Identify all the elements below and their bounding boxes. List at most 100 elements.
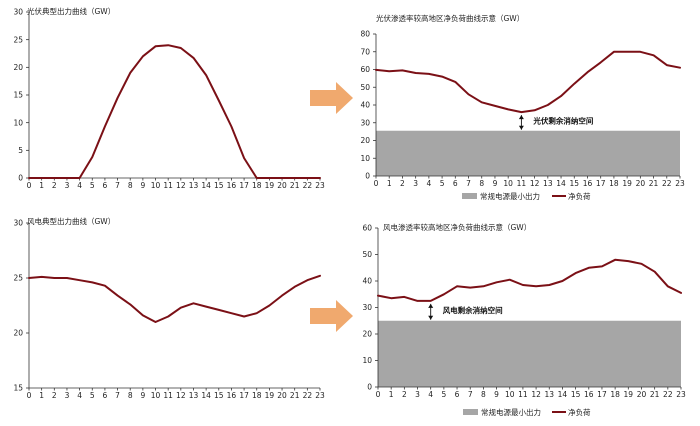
x-tick-label: 19	[624, 390, 634, 399]
x-tick-label: 6	[103, 391, 108, 400]
min-output-area	[378, 320, 681, 387]
x-tick-label: 19	[265, 391, 275, 400]
x-tick-label: 2	[402, 390, 407, 399]
y-tick-label: 40	[360, 101, 370, 110]
min-output-area	[376, 130, 680, 176]
x-tick-label: 15	[214, 391, 224, 400]
x-tick-label: 22	[663, 390, 673, 399]
x-tick-label: 21	[290, 391, 300, 400]
x-tick-label: 23	[315, 391, 325, 400]
x-tick-label: 13	[543, 179, 553, 188]
x-tick-label: 17	[596, 179, 606, 188]
y-tick-label: 20	[13, 329, 23, 338]
x-tick-label: 6	[455, 390, 460, 399]
x-tick-label: 12	[531, 390, 541, 399]
x-tick-label: 8	[479, 179, 484, 188]
x-tick-label: 1	[389, 390, 394, 399]
x-tick-label: 21	[650, 390, 660, 399]
x-tick-label: 10	[151, 391, 161, 400]
y-tick-label: 0	[18, 174, 23, 183]
x-tick-label: 10	[505, 390, 515, 399]
x-tick-label: 11	[163, 181, 173, 190]
x-tick-label: 2	[52, 181, 57, 190]
y-tick-label: 10	[362, 356, 372, 365]
x-tick-label: 7	[468, 390, 473, 399]
y-tick-label: 70	[360, 47, 370, 56]
x-tick-label: 3	[65, 391, 70, 400]
legend-label-min-output: 常规电源最小出力	[480, 191, 540, 201]
legend-label-min-output: 常规电源最小出力	[481, 407, 541, 417]
x-tick-label: 18	[609, 179, 619, 188]
x-tick-label: 0	[376, 390, 381, 399]
x-tick-label: 14	[556, 179, 566, 188]
arrow-down-icon	[428, 315, 434, 320]
x-tick-label: 20	[277, 391, 287, 400]
x-tick-label: 17	[239, 391, 249, 400]
x-tick-label: 7	[115, 391, 120, 400]
pv-output-title: 光伏典型出力曲线（GW）	[27, 6, 115, 16]
arrow-right-icon	[310, 82, 353, 114]
y-tick-label: 0	[367, 383, 372, 392]
x-tick-label: 7	[466, 179, 471, 188]
wind-net-load-title: 风电渗透率较高地区净负荷曲线示意（GW）	[383, 222, 531, 232]
x-tick-label: 3	[413, 179, 418, 188]
legend-label-net-load: 净负荷	[568, 407, 591, 417]
x-tick-label: 12	[176, 181, 186, 190]
x-tick-label: 14	[201, 391, 211, 400]
x-tick-label: 19	[622, 179, 632, 188]
x-tick-label: 20	[636, 179, 646, 188]
series-line	[377, 258, 682, 302]
x-tick-label: 1	[39, 391, 44, 400]
y-tick-label: 50	[360, 83, 370, 92]
x-tick-label: 21	[290, 181, 300, 190]
x-tick-label: 16	[227, 391, 237, 400]
y-tick-label: 5	[18, 146, 23, 155]
x-tick-label: 0	[374, 179, 379, 188]
wind-net-load-legend: 常规电源最小出力 净负荷	[463, 407, 591, 417]
x-tick-label: 4	[428, 390, 433, 399]
x-tick-label: 12	[176, 391, 186, 400]
x-tick-label: 23	[315, 181, 325, 190]
x-tick-label: 2	[400, 179, 405, 188]
x-tick-label: 23	[676, 390, 686, 399]
x-tick-label: 5	[441, 390, 446, 399]
y-tick-label: 20	[360, 136, 370, 145]
x-tick-label: 4	[77, 181, 82, 190]
x-tick-label: 6	[103, 181, 108, 190]
x-tick-label: 3	[415, 390, 420, 399]
annotation-label: 光伏剩余消纳空间	[532, 115, 593, 125]
x-tick-label: 12	[530, 179, 540, 188]
x-tick-label: 18	[610, 390, 620, 399]
wind-output-title: 风电典型出力曲线（GW）	[27, 216, 115, 226]
arrow-up-icon	[518, 115, 524, 120]
series-line	[375, 50, 681, 114]
x-tick-label: 10	[503, 179, 513, 188]
x-tick-label: 19	[265, 181, 275, 190]
y-tick-label: 30	[360, 118, 370, 127]
x-tick-label: 9	[494, 390, 499, 399]
x-tick-label: 16	[584, 390, 594, 399]
legend-label-net-load: 净负荷	[568, 191, 591, 201]
legend-swatch-min-output	[462, 193, 477, 199]
x-tick-label: 22	[303, 181, 313, 190]
y-tick-label: 30	[13, 8, 23, 17]
pv-net-load-legend: 常规电源最小出力 净负荷	[462, 191, 591, 201]
x-tick-label: 1	[387, 179, 392, 188]
x-tick-label: 6	[453, 179, 458, 188]
x-tick-label: 8	[128, 181, 133, 190]
x-tick-label: 3	[65, 181, 70, 190]
x-tick-label: 20	[277, 181, 287, 190]
x-tick-label: 13	[189, 181, 199, 190]
x-tick-label: 15	[571, 390, 581, 399]
x-tick-label: 14	[201, 181, 211, 190]
x-tick-label: 17	[239, 181, 249, 190]
x-tick-label: 15	[214, 181, 224, 190]
x-tick-label: 0	[27, 391, 32, 400]
y-tick-label: 20	[362, 330, 372, 339]
x-tick-label: 18	[252, 391, 262, 400]
y-tick-label: 0	[365, 172, 370, 181]
arrow-down-icon	[518, 125, 524, 130]
y-tick-label: 60	[362, 224, 372, 233]
